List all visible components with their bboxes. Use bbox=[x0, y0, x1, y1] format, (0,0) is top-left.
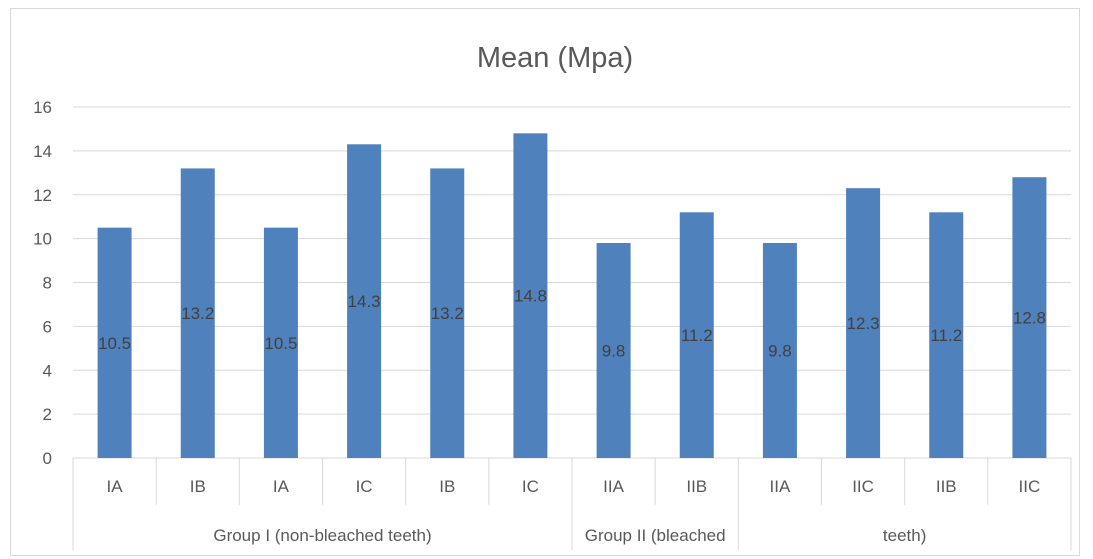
x-tick-label: IB bbox=[190, 477, 206, 496]
bar bbox=[762, 243, 797, 458]
data-label: 12.8 bbox=[1013, 309, 1046, 328]
data-label: 10.5 bbox=[98, 334, 131, 353]
x-axis: IA IB IA IC IB IC IIA IIB IIA IIC IIB IIC Group I (n… bbox=[72, 458, 1072, 550]
data-label: 11.2 bbox=[930, 326, 962, 345]
data-label: 13.2 bbox=[181, 304, 214, 323]
gridlines bbox=[73, 106, 1071, 459]
y-tick-label: 14 bbox=[33, 142, 52, 161]
bar bbox=[513, 133, 548, 458]
bar bbox=[929, 212, 964, 458]
bar bbox=[1012, 177, 1047, 458]
x-tick-label: IIC bbox=[852, 477, 874, 496]
data-label: 9.8 bbox=[602, 342, 626, 361]
data-label: 14.3 bbox=[348, 292, 381, 311]
y-tick-label: 12 bbox=[33, 186, 52, 205]
data-label: 10.5 bbox=[264, 334, 297, 353]
y-tick-label: 4 bbox=[43, 361, 52, 380]
bar bbox=[347, 144, 382, 458]
data-label: 9.8 bbox=[768, 342, 792, 361]
bar bbox=[263, 227, 298, 458]
bar bbox=[430, 168, 465, 459]
y-tick-label: 6 bbox=[43, 317, 52, 336]
x-tick-label: IIB bbox=[936, 477, 957, 496]
bar bbox=[180, 168, 215, 459]
data-label: 13.2 bbox=[431, 304, 464, 323]
y-tick-label: 10 bbox=[33, 230, 52, 249]
x-group-label: Group II (bleached bbox=[585, 526, 726, 545]
x-tick-label: IIA bbox=[770, 477, 791, 496]
x-group-label: Group I (non-bleached teeth) bbox=[213, 526, 431, 545]
x-tick-label: IIB bbox=[686, 477, 707, 496]
bar bbox=[97, 227, 132, 458]
y-tick-label: 0 bbox=[43, 449, 52, 468]
x-tick-label: IIC bbox=[1019, 477, 1041, 496]
bar bbox=[679, 212, 714, 458]
bars bbox=[97, 133, 1047, 459]
data-label: 11.2 bbox=[681, 326, 713, 345]
bar bbox=[596, 243, 631, 458]
x-group-label: teeth) bbox=[883, 526, 926, 545]
y-tick-label: 16 bbox=[33, 98, 52, 117]
y-axis: 0 2 4 6 8 10 12 14 16 bbox=[33, 98, 52, 468]
chart-title: Mean (Mpa) bbox=[477, 42, 633, 74]
x-tick-label: IIA bbox=[603, 477, 624, 496]
data-labels: 10.5 13.2 10.5 14.3 13.2 14.8 9.8 11.2 9.8 12.3 11… bbox=[98, 287, 1046, 361]
x-tick-label: IA bbox=[107, 477, 124, 496]
data-label: 12.3 bbox=[847, 314, 880, 333]
y-tick-label: 2 bbox=[43, 405, 52, 424]
y-tick-label: 8 bbox=[43, 274, 52, 293]
data-label: 14.8 bbox=[514, 287, 547, 306]
x-tick-label: IB bbox=[439, 477, 455, 496]
bar bbox=[846, 188, 881, 458]
x-tick-label: IC bbox=[522, 477, 539, 496]
x-tick-label: IA bbox=[273, 477, 290, 496]
x-tick-label: IC bbox=[356, 477, 373, 496]
